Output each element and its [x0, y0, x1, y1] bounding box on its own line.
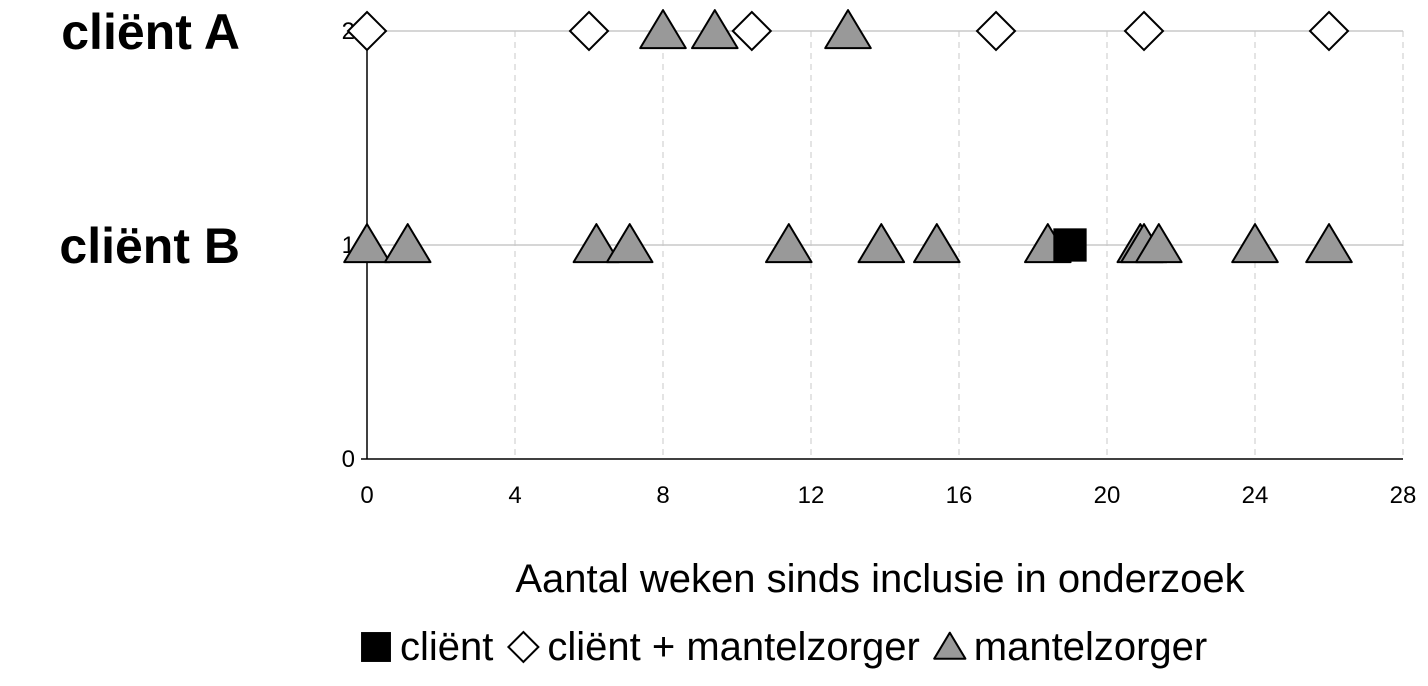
x-tick-label: 4 [508, 482, 521, 509]
triangle-point [765, 223, 813, 264]
tick-labels: 0481216202428012 [342, 18, 1417, 509]
diamond-point [975, 10, 1017, 52]
x-tick-label: 16 [946, 482, 973, 509]
legend-label: cliënt [400, 625, 493, 669]
diamond-point [1123, 10, 1165, 52]
x-tick-label: 28 [1390, 482, 1417, 509]
legend-square-icon [361, 632, 391, 662]
marks [343, 9, 1353, 264]
square-point [1053, 228, 1087, 262]
triangle-point [913, 223, 961, 264]
triangle-point [1135, 223, 1183, 264]
triangle-point [857, 223, 906, 264]
row-label: cliënt A [61, 4, 240, 60]
legend-triangle-icon [933, 631, 967, 660]
row-label: cliënt B [59, 218, 240, 274]
legend-label: mantelzorger [974, 625, 1207, 669]
triangle-point [343, 223, 391, 264]
x-tick-label: 8 [656, 482, 669, 509]
triangle-point [691, 9, 739, 50]
x-tick-label: 12 [798, 482, 825, 509]
diamond-point [1308, 10, 1350, 52]
legend: cliënt cliënt + mantelzorger mantelzorger [361, 625, 1207, 669]
row-labels: cliënt A cliënt B [59, 4, 240, 274]
triangle-point [605, 223, 654, 264]
legend-diamond-icon [506, 630, 540, 664]
triangle-point [572, 223, 621, 264]
diamond-point [346, 10, 388, 52]
x-tick-label: 24 [1242, 482, 1269, 509]
triangle-point [824, 9, 872, 50]
y-tick-label: 0 [342, 446, 355, 473]
x-axis-title: Aantal weken sinds inclusie in onderzoek [515, 557, 1245, 601]
x-tick-label: 20 [1094, 482, 1121, 509]
triangle-point [1231, 223, 1279, 264]
triangle-point [1305, 223, 1353, 264]
legend-label: cliënt + mantelzorger [547, 625, 919, 669]
triangle-point [639, 9, 687, 50]
diamond-point [568, 10, 610, 52]
triangle-point [383, 223, 432, 264]
x-tick-label: 0 [360, 482, 373, 509]
diamond-point [731, 10, 773, 52]
